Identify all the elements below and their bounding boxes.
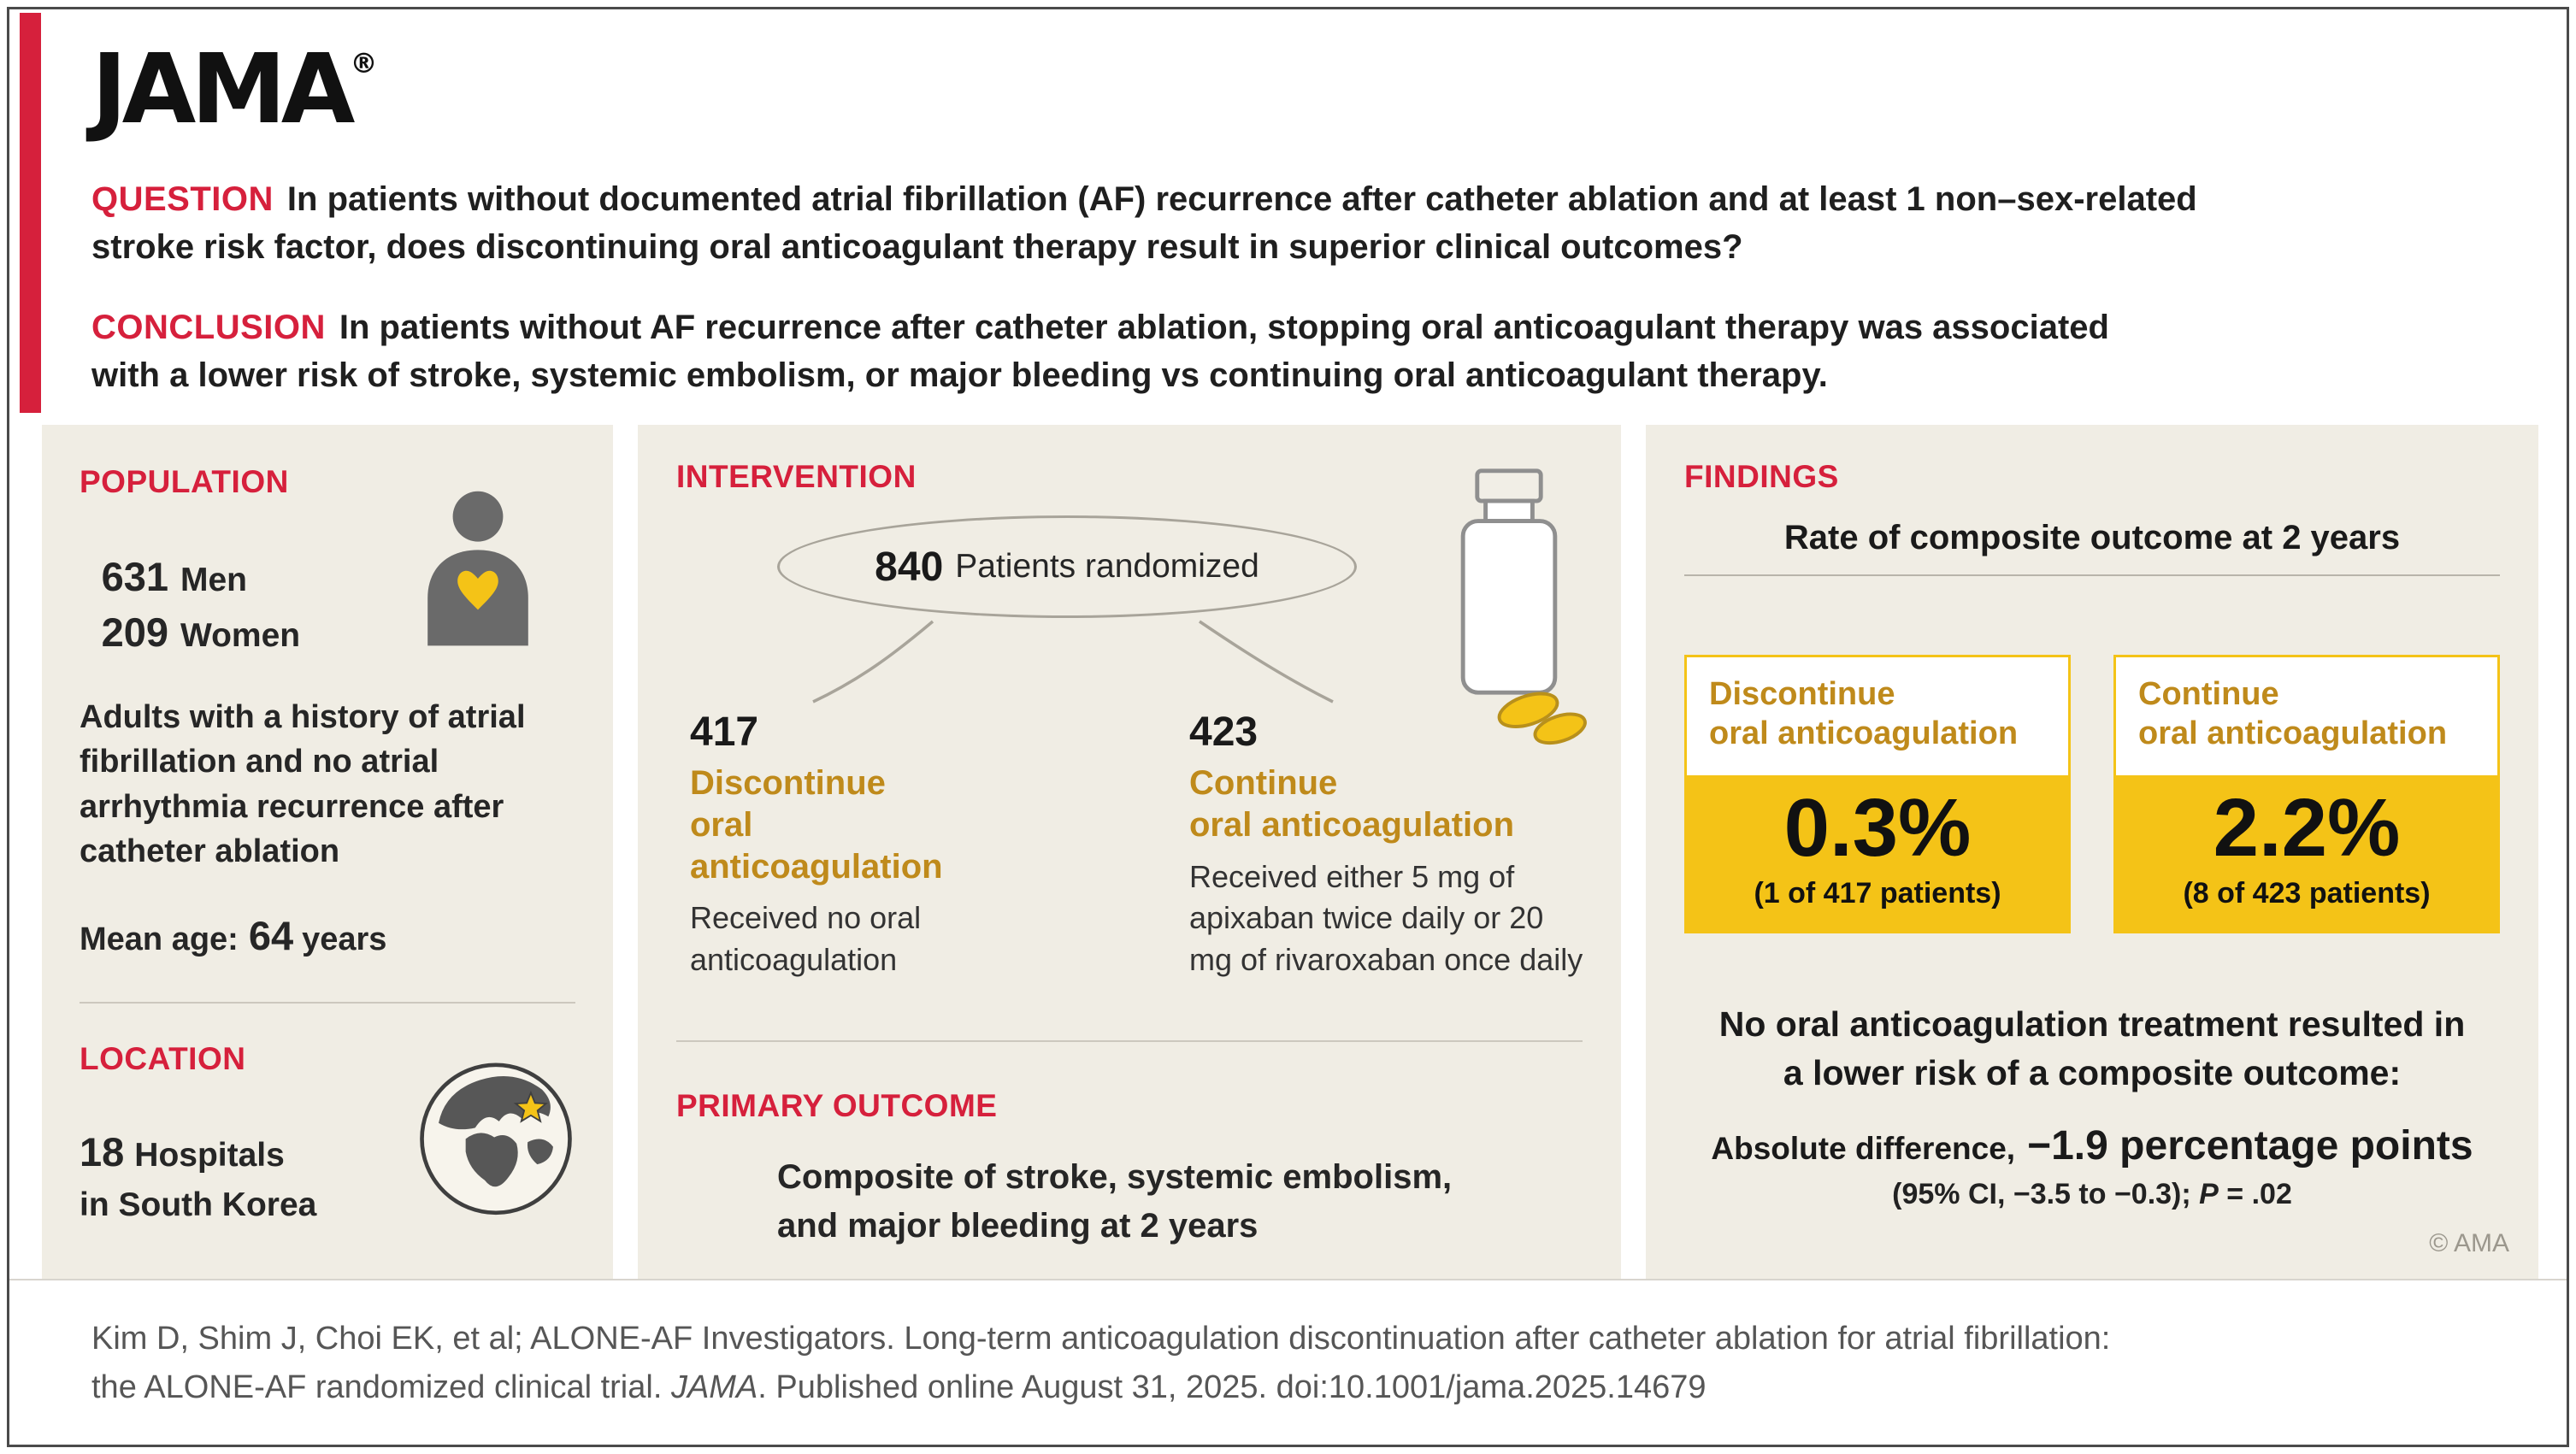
conclusion-block: CONCLUSION In patients without AF recurre…	[91, 303, 2515, 399]
population-texts: POPULATION 631 Men 209 Women	[80, 464, 300, 664]
conclusion-label: CONCLUSION	[91, 309, 326, 346]
discontinue-rate: 0.3%	[1783, 782, 1972, 874]
result-box-continue-body: 2.2% (8 of 423 patients)	[2116, 775, 2497, 931]
primary-outcome-text: Composite of stroke, systemic embolism, …	[777, 1153, 1583, 1251]
randomized-label: Patients randomized	[955, 548, 1259, 585]
pills-icon	[1497, 692, 1587, 745]
registered-mark: ®	[350, 47, 378, 79]
primary-outcome-line-2: and major bleeding at 2 years	[777, 1206, 1259, 1245]
citation-line-1: Kim D, Shim J, Choi EK, et al; ALONE-AF …	[91, 1321, 2111, 1357]
footer-citation: Kim D, Shim J, Choi EK, et al; ALONE-AF …	[9, 1279, 2567, 1445]
findings-panel: FINDINGS Rate of composite outcome at 2 …	[1646, 425, 2538, 1279]
hospitals-line-1: 18 Hospitals	[80, 1123, 316, 1181]
findings-summary-line-2: a lower risk of a composite outcome:	[1783, 1053, 2402, 1093]
arm-continue-count: 423	[1189, 709, 1259, 755]
branch-lines	[812, 620, 1334, 703]
journal-name: JAMA	[670, 1369, 758, 1405]
men-count: 631	[101, 554, 168, 599]
question-label: QUESTION	[91, 180, 274, 218]
continue-denominator: (8 of 423 patients)	[2183, 876, 2431, 909]
pill-bottle-icon	[1460, 468, 1587, 745]
arm-discontinue-title: Discontinue oral anticoagulation	[690, 764, 943, 886]
population-description: Adults with a history of atrial fibrilla…	[80, 699, 526, 870]
arm-discontinue-detail: Received no oral anticoagulation	[690, 900, 922, 977]
conclusion-line-2: with a lower risk of stroke, systemic em…	[91, 356, 1828, 394]
findings-summary: No oral anticoagulation treatment result…	[1684, 1000, 2500, 1098]
mean-age: Mean age: 64 years	[80, 912, 575, 959]
heart-icon	[457, 570, 498, 610]
intervention-label: INTERVENTION	[676, 459, 917, 494]
randomized-ellipse: 840 Patients randomized	[777, 515, 1357, 618]
hospitals-label: Hospitals	[134, 1136, 285, 1174]
population-panel: POPULATION 631 Men 209 Women Adults with a…	[42, 425, 613, 1279]
arm-discontinue: 417 Discontinue oral anticoagulation Rec…	[690, 709, 989, 981]
result-box-continue: Continue oral anticoagulation 2.2% (8 of…	[2113, 655, 2500, 933]
p-label: P	[2199, 1177, 2219, 1210]
mean-age-prefix: Mean age:	[80, 921, 239, 957]
conclusion-text-1: In patients without AF recurrence after …	[339, 309, 2109, 346]
jama-logo: JAMA®	[91, 42, 2515, 138]
population-label: POPULATION	[80, 464, 289, 499]
women-count-line: 209 Women	[80, 609, 301, 656]
sex-counts: 631 Men 209 Women	[80, 553, 301, 656]
arm-continue-detail: Received either 5 mg of apixaban twice d…	[1189, 858, 1583, 977]
arm-discontinue-count: 417	[690, 709, 759, 755]
ama-copyright: © AMA	[2429, 1229, 2509, 1257]
discontinue-denominator: (1 of 417 patients)	[1754, 876, 2001, 909]
location-label: LOCATION	[80, 1040, 246, 1076]
question-text-1: In patients without documented atrial fi…	[286, 180, 2197, 218]
confidence-interval: (95% CI, −3.5 to −0.3); P = .02	[1684, 1178, 2500, 1211]
men-count-line: 631 Men	[80, 553, 300, 600]
findings-label: FINDINGS	[1684, 459, 1839, 494]
question-block: QUESTION In patients without documented a…	[91, 175, 2515, 271]
citation-line-2: the ALONE-AF randomized clinical trial. …	[91, 1369, 1707, 1405]
intervention-panel: INTERVENTION 840 Patients randomized	[638, 425, 1621, 1279]
result-box-discontinue-title: Discontinue oral anticoagulation	[1709, 676, 2019, 752]
absolute-difference-prefix: Absolute difference,	[1711, 1130, 2016, 1166]
p-value: = .02	[2218, 1177, 2292, 1210]
result-box-discontinue: Discontinue oral anticoagulation 0.3% (1…	[1684, 655, 2071, 933]
hospitals-line-2: in South Korea	[80, 1186, 317, 1223]
absolute-difference-value: −1.9 percentage points	[2027, 1122, 2473, 1168]
location-texts: LOCATION 18 Hospitals in South Korea	[80, 1041, 316, 1230]
findings-subtitle: Rate of composite outcome at 2 years	[1783, 519, 2401, 556]
absolute-difference: Absolute difference, −1.9 percentage poin…	[1684, 1122, 2500, 1169]
randomized-count: 840	[875, 544, 944, 590]
globe-icon	[420, 1063, 572, 1215]
population-divider	[80, 1001, 575, 1004]
visual-abstract: JAMA® QUESTION In patients without docume…	[7, 7, 2569, 1447]
person-icon	[427, 491, 528, 646]
location-row: LOCATION 18 Hospitals in South Korea	[80, 1041, 575, 1230]
header: JAMA® QUESTION In patients without docume…	[9, 9, 2567, 399]
primary-outcome-label: PRIMARY OUTCOME	[676, 1088, 998, 1123]
result-boxes: Discontinue oral anticoagulation 0.3% (1…	[1684, 655, 2500, 933]
hospitals-count: 18	[80, 1128, 125, 1174]
primary-outcome-line-1: Composite of stroke, systemic embolism,	[777, 1158, 1453, 1196]
red-accent-bar	[20, 13, 41, 413]
ci-text: (95% CI, −3.5 to −0.3);	[1892, 1177, 2200, 1210]
population-top-row: POPULATION 631 Men 209 Women	[80, 464, 575, 664]
arm-continue: 423 Continue oral anticoagulation Receiv…	[1189, 709, 1591, 980]
women-label: Women	[180, 617, 301, 654]
result-box-continue-title: Continue oral anticoagulation	[2138, 676, 2448, 752]
conclusion-line-1: CONCLUSION In patients without AF recurre…	[91, 303, 2515, 351]
women-count: 209	[101, 609, 168, 655]
intervention-divider	[676, 1040, 1583, 1042]
trial-arms: 417 Discontinue oral anticoagulation Rec…	[676, 709, 1583, 1010]
panels: POPULATION 631 Men 209 Women Adults with a…	[42, 425, 2538, 1279]
question-line-1: QUESTION In patients without documented a…	[91, 175, 2515, 223]
findings-subtitle-rule: Rate of composite outcome at 2 years	[1684, 519, 2500, 576]
korea-star-icon	[513, 1090, 548, 1123]
result-box-discontinue-body: 0.3% (1 of 417 patients)	[1687, 775, 2068, 931]
mean-age-value: 64	[248, 912, 294, 958]
jama-logo-text: JAMA	[91, 34, 355, 145]
hospitals-text: 18 Hospitals in South Korea	[80, 1123, 316, 1230]
mean-age-suffix: years	[302, 921, 387, 957]
question-line-2: stroke risk factor, does discontinuing o…	[91, 228, 1743, 266]
findings-summary-line-1: No oral anticoagulation treatment result…	[1718, 1004, 2466, 1044]
arm-continue-title: Continue oral anticoagulation	[1189, 764, 1515, 844]
men-label: Men	[180, 562, 247, 598]
continue-rate: 2.2%	[2213, 782, 2401, 874]
